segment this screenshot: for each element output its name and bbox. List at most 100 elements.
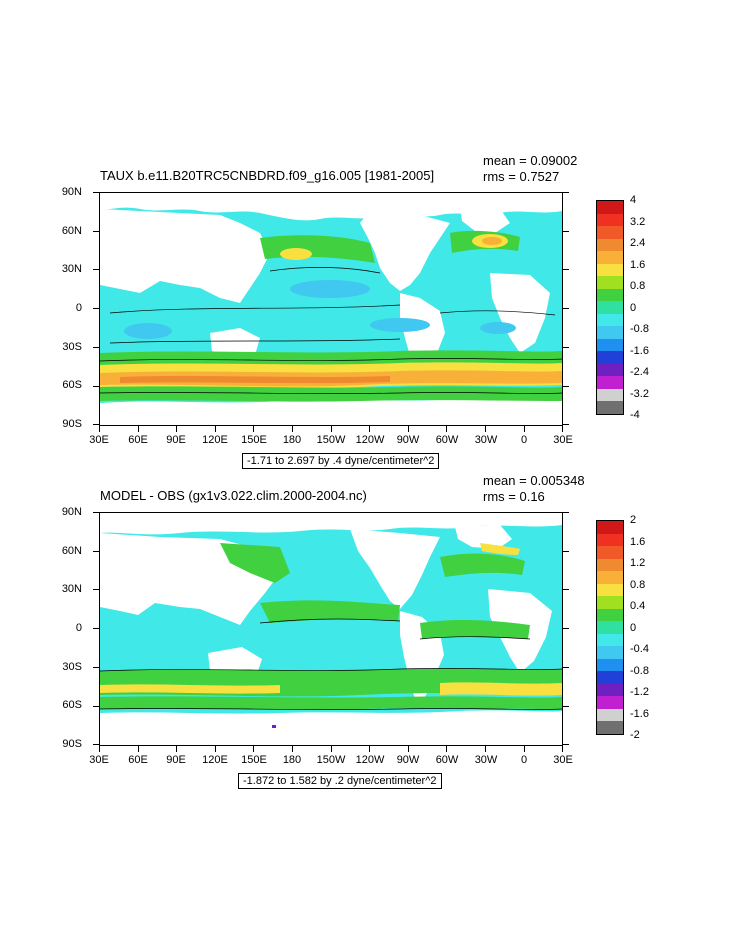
- colorbar-label: -4: [630, 409, 640, 421]
- colorbar-swatch: [597, 658, 623, 672]
- lon-tick: [253, 426, 255, 432]
- lat-tick: [93, 308, 99, 310]
- lat-tick: [563, 705, 569, 707]
- lon-label: 150E: [241, 754, 267, 766]
- colorbar-swatch: [597, 671, 623, 684]
- lon-tick: [214, 746, 216, 752]
- lon-tick: [176, 746, 178, 752]
- lat-label: 30N: [61, 583, 82, 595]
- lon-tick: [330, 746, 332, 752]
- colorbar-label: 2: [630, 514, 637, 526]
- lat-tick: [93, 705, 99, 707]
- colorbar-label: 2.4: [630, 237, 646, 249]
- lon-tick: [562, 426, 564, 432]
- lon-tick: [369, 426, 371, 432]
- lat-label: 30S: [62, 341, 82, 353]
- colorbar-label: 1.6: [630, 258, 646, 271]
- colorbar-label: 0: [630, 621, 637, 634]
- lon-label: 60W: [435, 434, 459, 446]
- lat-tick: [563, 269, 569, 271]
- mean-value: mean = 0.09002: [483, 153, 578, 168]
- lon-label: 60W: [435, 754, 459, 766]
- lon-label: 30W: [474, 434, 498, 446]
- lat-tick: [93, 269, 99, 271]
- colorbar: [596, 520, 624, 735]
- lat-tick: [563, 744, 569, 746]
- lat-tick: [93, 512, 99, 513]
- lat-tick: [93, 346, 99, 348]
- lat-label: 60S: [62, 699, 82, 711]
- lon-label: 30E: [553, 434, 573, 446]
- contour-range-label: -1.872 to 1.582 by .2 dyne/centimeter^2: [238, 773, 442, 789]
- colorbar-label: -1.6: [630, 344, 649, 357]
- lon-label: 150W: [316, 754, 346, 766]
- lon-label: 150W: [316, 434, 346, 446]
- contour-range-label: -1.71 to 2.697 by .4 dyne/centimeter^2: [242, 453, 440, 469]
- taux-panel: TAUX b.e11.B20TRC5CNBDRD.f09_g16.005 [19…: [0, 150, 733, 470]
- lon-tick: [330, 426, 332, 432]
- colorbar-swatch: [597, 363, 623, 377]
- lat-tick: [93, 424, 99, 426]
- colorbar-swatch: [597, 546, 623, 559]
- lon-label: 90E: [166, 754, 186, 766]
- colorbar-swatch: [597, 721, 623, 734]
- colorbar-label: 0.8: [630, 280, 646, 292]
- lon-tick: [485, 746, 486, 752]
- colorbar-label: -1.6: [630, 707, 649, 720]
- rms-value: rms = 0.16: [483, 489, 545, 504]
- lon-tick: [176, 426, 178, 432]
- lon-label: 60E: [128, 754, 148, 766]
- lat-tick: [93, 192, 99, 193]
- colorbar-label: 4: [630, 194, 637, 206]
- colorbar-swatch: [597, 621, 623, 634]
- lat-tick: [93, 744, 99, 746]
- colorbar-label: 0.8: [630, 578, 646, 591]
- colorbar-swatch: [597, 326, 623, 339]
- lat-tick: [93, 385, 99, 387]
- lat-tick: [93, 628, 99, 630]
- colorbar-swatch: [597, 633, 623, 647]
- lat-tick: [563, 346, 569, 348]
- panel-title: MODEL - OBS (gx1v3.022.clim.2000-2004.nc…: [100, 488, 367, 503]
- map-area: [99, 192, 563, 426]
- colorbar-swatch: [597, 251, 623, 264]
- lon-tick: [137, 746, 139, 752]
- colorbar-swatch: [597, 571, 623, 584]
- lat-tick: [563, 385, 569, 387]
- lon-tick: [407, 426, 409, 432]
- colorbar-swatch: [597, 608, 623, 622]
- lon-tick: [292, 426, 293, 432]
- colorbar-swatch: [597, 313, 623, 327]
- colorbar-swatch: [597, 708, 623, 722]
- colorbar-swatch: [597, 276, 623, 289]
- lon-tick: [292, 746, 293, 752]
- colorbar-swatch: [597, 401, 623, 414]
- colorbar-swatch: [597, 263, 623, 277]
- lon-tick: [137, 426, 139, 432]
- lon-label: 0: [520, 434, 528, 446]
- colorbar-label: 3.2: [630, 215, 646, 228]
- colorbar-swatch: [597, 388, 623, 402]
- lat-label: 60N: [61, 545, 82, 557]
- colorbar-swatch: [597, 288, 623, 302]
- colorbar-label: -2.4: [630, 366, 649, 378]
- lon-label: 180: [282, 434, 302, 446]
- colorbar-swatch: [597, 683, 623, 697]
- colorbar-swatch: [597, 696, 623, 709]
- colorbar-swatch: [597, 213, 623, 227]
- lat-tick: [93, 666, 99, 668]
- lon-label: 30W: [474, 754, 498, 766]
- lon-label: 120W: [355, 434, 385, 446]
- lon-tick: [562, 746, 564, 752]
- diff-map: [100, 513, 562, 745]
- lon-tick: [446, 746, 448, 752]
- colorbar-label: 1.6: [630, 535, 646, 548]
- lat-tick: [563, 308, 569, 310]
- mean-value: mean = 0.005348: [483, 473, 585, 488]
- colorbar-label: -0.4: [630, 643, 649, 655]
- colorbar-swatch: [597, 521, 623, 534]
- lat-tick: [563, 230, 569, 232]
- lon-label: 30E: [553, 754, 573, 766]
- colorbar-swatch: [597, 583, 623, 597]
- lon-tick: [369, 746, 371, 752]
